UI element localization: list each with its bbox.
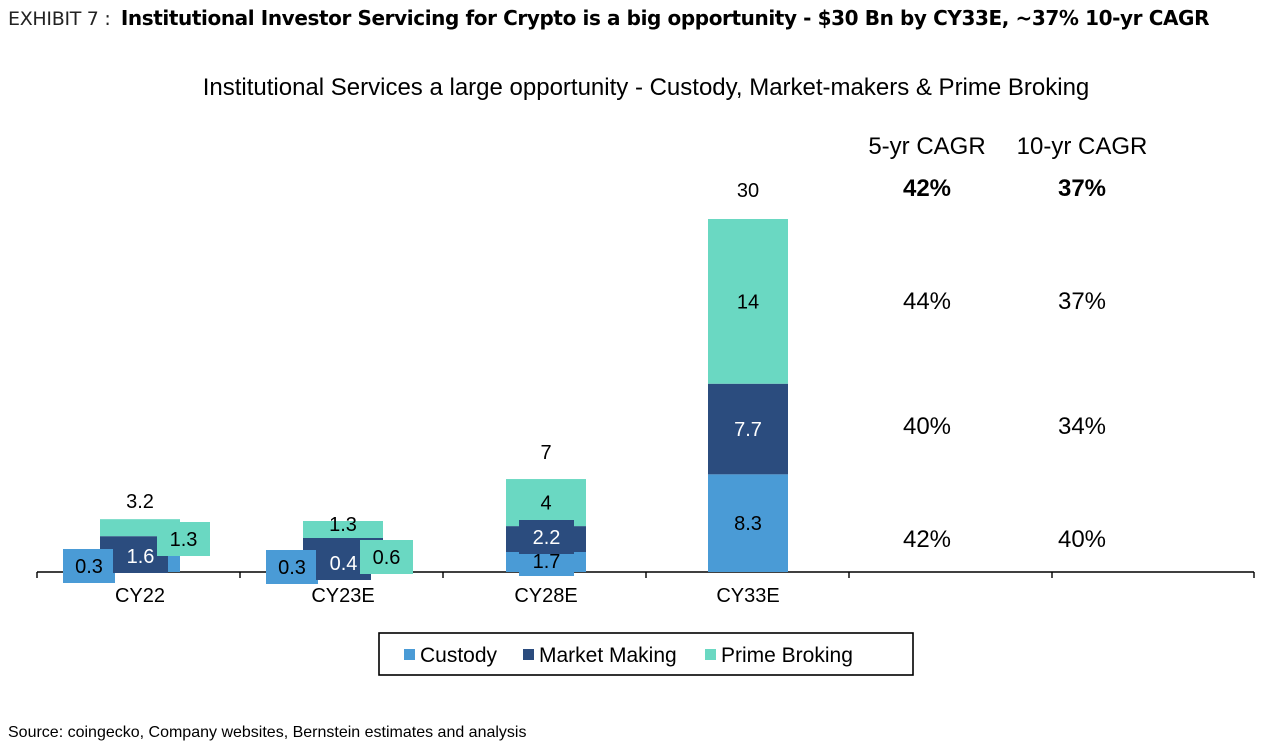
chart: Institutional Services a large opportuni…: [36, 74, 1255, 676]
cagr-value: 37%: [1058, 288, 1106, 315]
bar-prime-broking: [506, 479, 586, 527]
data-label: 0.3: [75, 556, 103, 578]
bar-custody: [708, 474, 788, 572]
total-label: 3.2: [126, 491, 154, 513]
bar-market-making: [708, 383, 788, 475]
data-label-box: [266, 550, 318, 584]
cagr-value: 42%: [903, 526, 951, 553]
legend-swatch: [705, 649, 716, 660]
total-label: 30: [737, 180, 759, 202]
data-label: 4: [540, 493, 551, 515]
legend-swatch: [404, 649, 415, 660]
cagr-value: 44%: [903, 288, 951, 315]
data-label: 1.7: [533, 551, 561, 573]
total-label: 1.3: [329, 514, 357, 536]
data-label-box: [157, 522, 210, 556]
data-label: 2.2: [533, 527, 561, 549]
cagr-header: 10-yr CAGR: [1017, 133, 1148, 160]
legend-frame: [378, 632, 914, 676]
x-tick-label: CY23E: [311, 585, 374, 607]
exhibit-header: EXHIBIT 7 : Institutional Investor Servi…: [8, 6, 1209, 30]
cagr-value: 40%: [903, 413, 951, 440]
bar-prime-broking: [708, 219, 788, 384]
bar-prime-broking: [303, 521, 383, 538]
cagr-total: 42%: [903, 175, 951, 202]
data-label: 7.7: [734, 419, 762, 441]
data-label: 1.3: [170, 529, 198, 551]
chart-title: Institutional Services a large opportuni…: [203, 74, 1090, 101]
data-label: 1.6: [127, 546, 155, 568]
cagr-total: 37%: [1058, 175, 1106, 202]
legend-label: Market Making: [539, 644, 677, 667]
cagr-value: 34%: [1058, 413, 1106, 440]
data-label: 14: [737, 291, 759, 313]
legend-swatch: [523, 649, 534, 660]
data-label: 0.6: [373, 547, 401, 569]
legend-label: Custody: [420, 644, 498, 667]
x-tick-label: CY33E: [716, 585, 779, 607]
cagr-header: 5-yr CAGR: [868, 133, 985, 160]
data-label-box: [63, 549, 115, 583]
cagr-value: 40%: [1058, 526, 1106, 553]
legend-label: Prime Broking: [721, 644, 853, 667]
data-label: 0.3: [278, 557, 306, 579]
data-label: 0.4: [330, 553, 358, 575]
data-label-box: [360, 540, 413, 574]
data-label: 8.3: [734, 513, 762, 535]
exhibit-title: Institutional Investor Servicing for Cry…: [120, 6, 1210, 30]
data-label-box: [519, 520, 574, 554]
total-label: 7: [540, 442, 551, 464]
exhibit-label: EXHIBIT 7 :: [8, 8, 111, 30]
source-note: Source: coingecko, Company websites, Ber…: [8, 724, 527, 741]
x-tick-label: CY28E: [514, 585, 577, 607]
x-tick-label: CY22: [115, 585, 165, 607]
